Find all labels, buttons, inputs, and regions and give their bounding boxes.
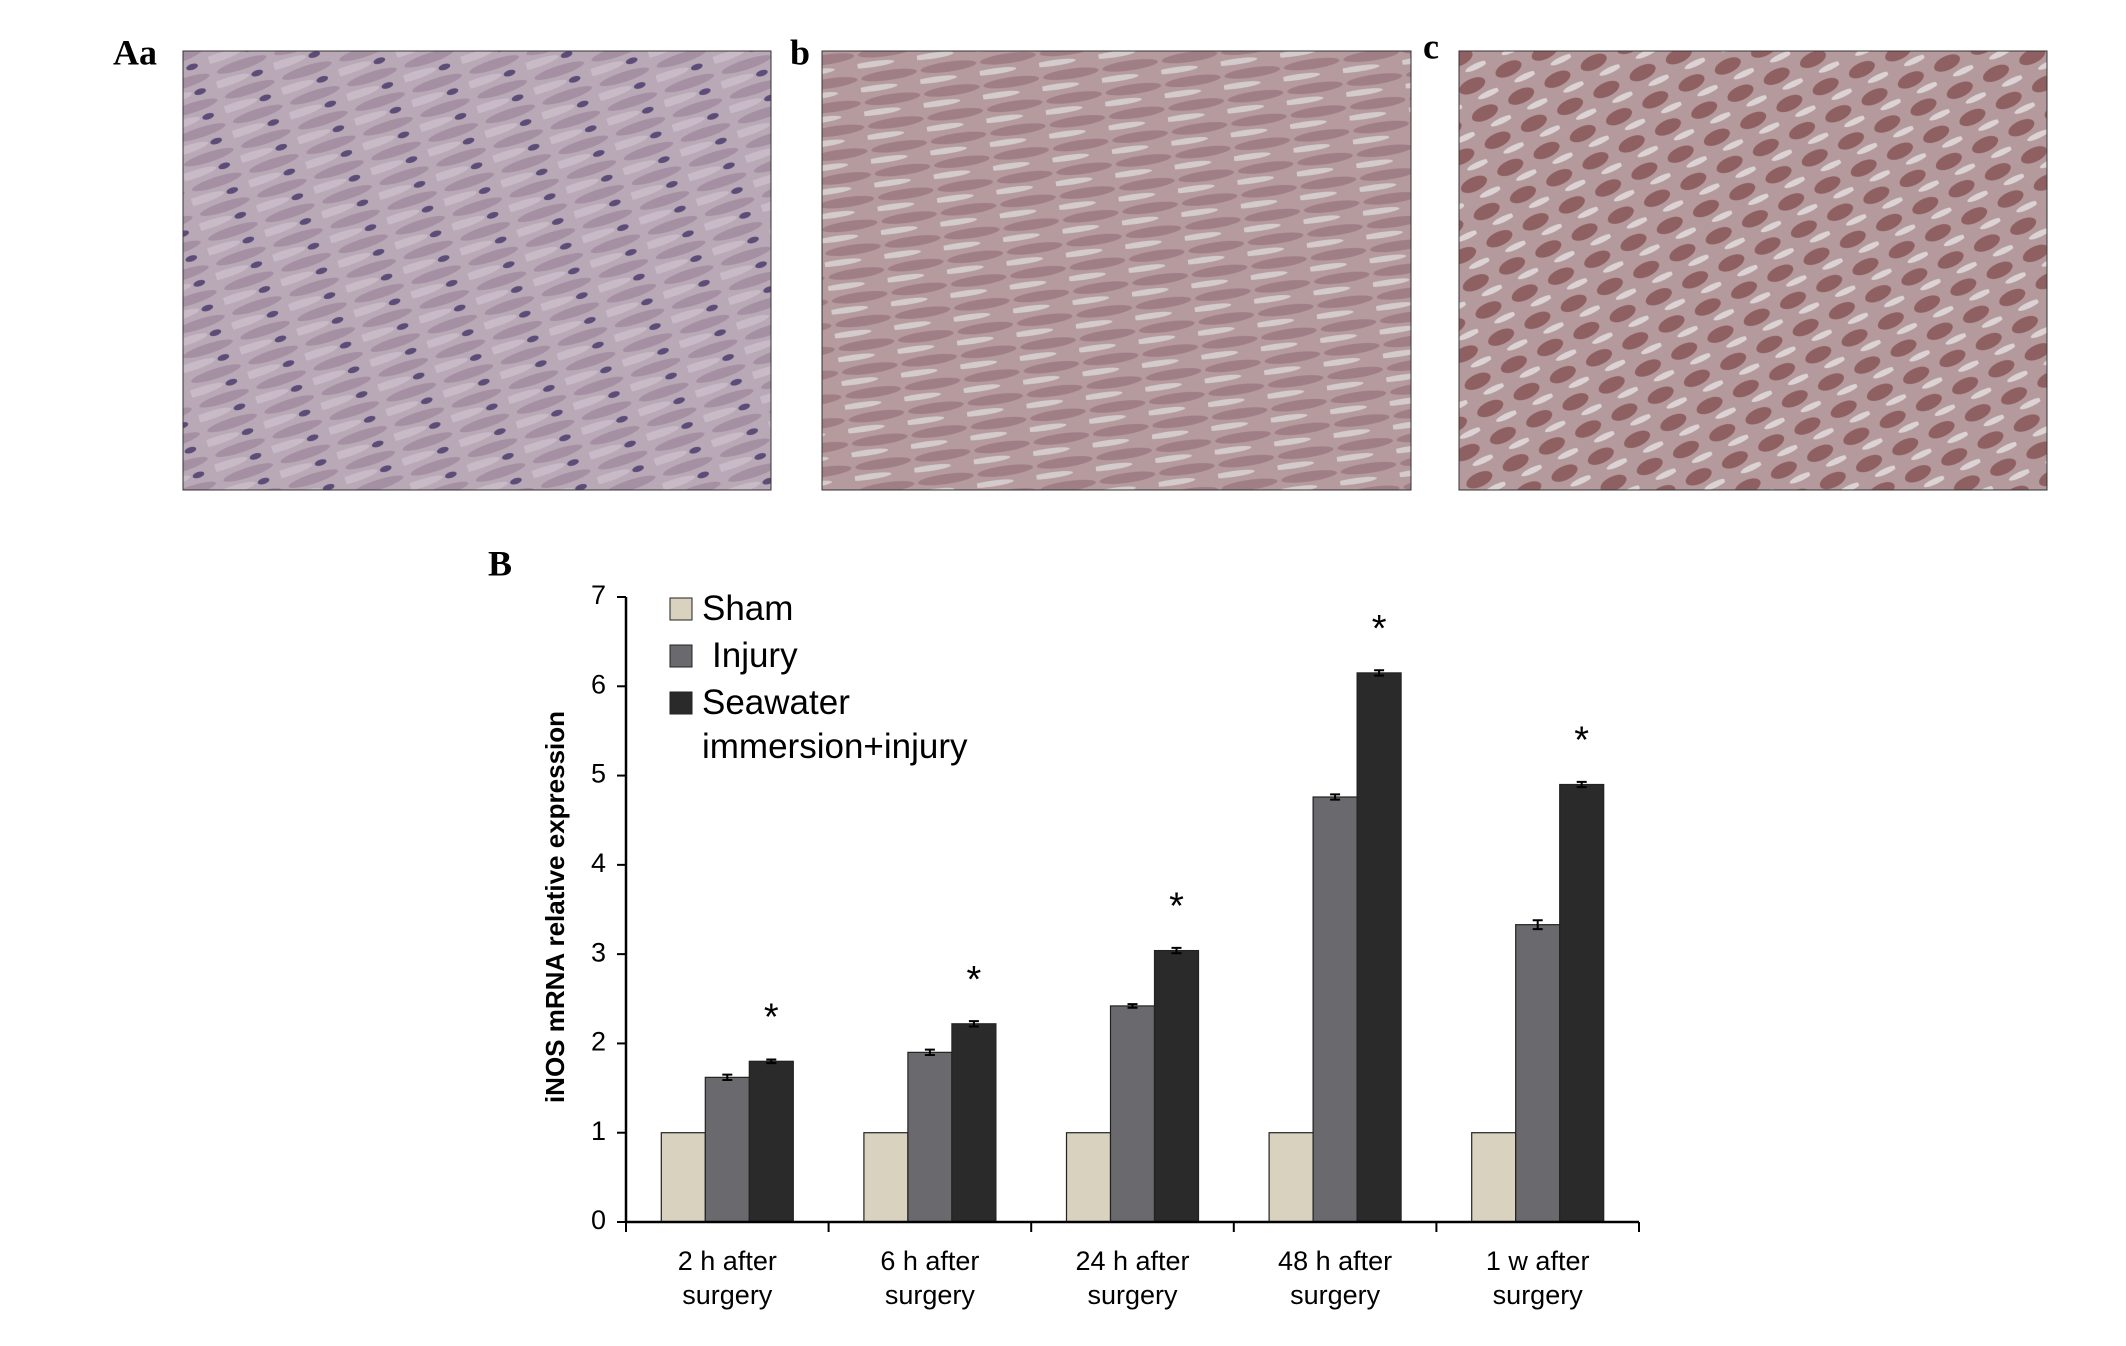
micrograph [821,50,1412,491]
legend-swatch [669,691,693,715]
bar [1356,672,1402,1223]
bar [1268,1132,1314,1223]
micrograph [1458,50,2048,491]
x-tick-label: 24 h after surgery [1075,1246,1190,1310]
y-tick-label: 6 [591,669,606,699]
micrograph [182,50,772,491]
y-tick-label: 2 [591,1027,606,1057]
bar [1153,949,1200,1223]
bar [1515,924,1561,1223]
bar [1559,783,1605,1223]
x-tick-label: 48 h after surgery [1278,1246,1393,1310]
error-bar [1171,946,1182,955]
error-bar [1127,1003,1138,1009]
significance-marker: * [1169,886,1184,928]
significance-marker: * [1574,720,1589,762]
panel-label: B [488,543,512,583]
legend-label: Sham [702,589,794,628]
bar [1109,1005,1156,1223]
x-tick-label: 2 h after surgery [677,1246,777,1310]
bar [748,1060,794,1223]
panel-label: c [1423,26,1439,66]
panel-label: b [790,32,810,72]
significance-marker: * [1372,608,1387,650]
error-bar [1532,919,1543,931]
y-tick-label: 5 [591,759,606,789]
error-bar [766,1058,777,1065]
bar [951,1023,997,1223]
x-tick-label: 1 w after surgery [1485,1246,1590,1310]
significance-marker: * [764,996,779,1038]
bar [1471,1132,1517,1223]
bar [907,1051,953,1223]
error-bar [968,1020,979,1028]
x-tick-label: 6 h after surgery [880,1246,980,1310]
error-bar [1330,793,1341,801]
y-tick-label: 7 [591,580,606,610]
y-tick-label: 4 [591,848,606,878]
legend-swatch [669,597,693,621]
y-tick-label: 0 [591,1205,606,1235]
y-axis-label: iNOS mRNA relative expression [540,711,570,1103]
error-bar [1374,669,1385,677]
legend-swatch [669,644,693,668]
panel-label: Aa [113,32,157,72]
y-tick-label: 1 [591,1116,606,1146]
legend-label: Injury [712,636,798,675]
error-bar [722,1073,733,1082]
bar [863,1132,909,1223]
legend-label: Seawater immersion+injury [702,683,968,766]
bar [1312,796,1358,1223]
significance-marker: * [967,959,982,1001]
bar [1065,1132,1112,1223]
y-tick-label: 3 [591,937,606,967]
bar [660,1132,706,1223]
bar [704,1076,750,1223]
error-bar [1576,780,1587,789]
error-bar [924,1048,935,1057]
